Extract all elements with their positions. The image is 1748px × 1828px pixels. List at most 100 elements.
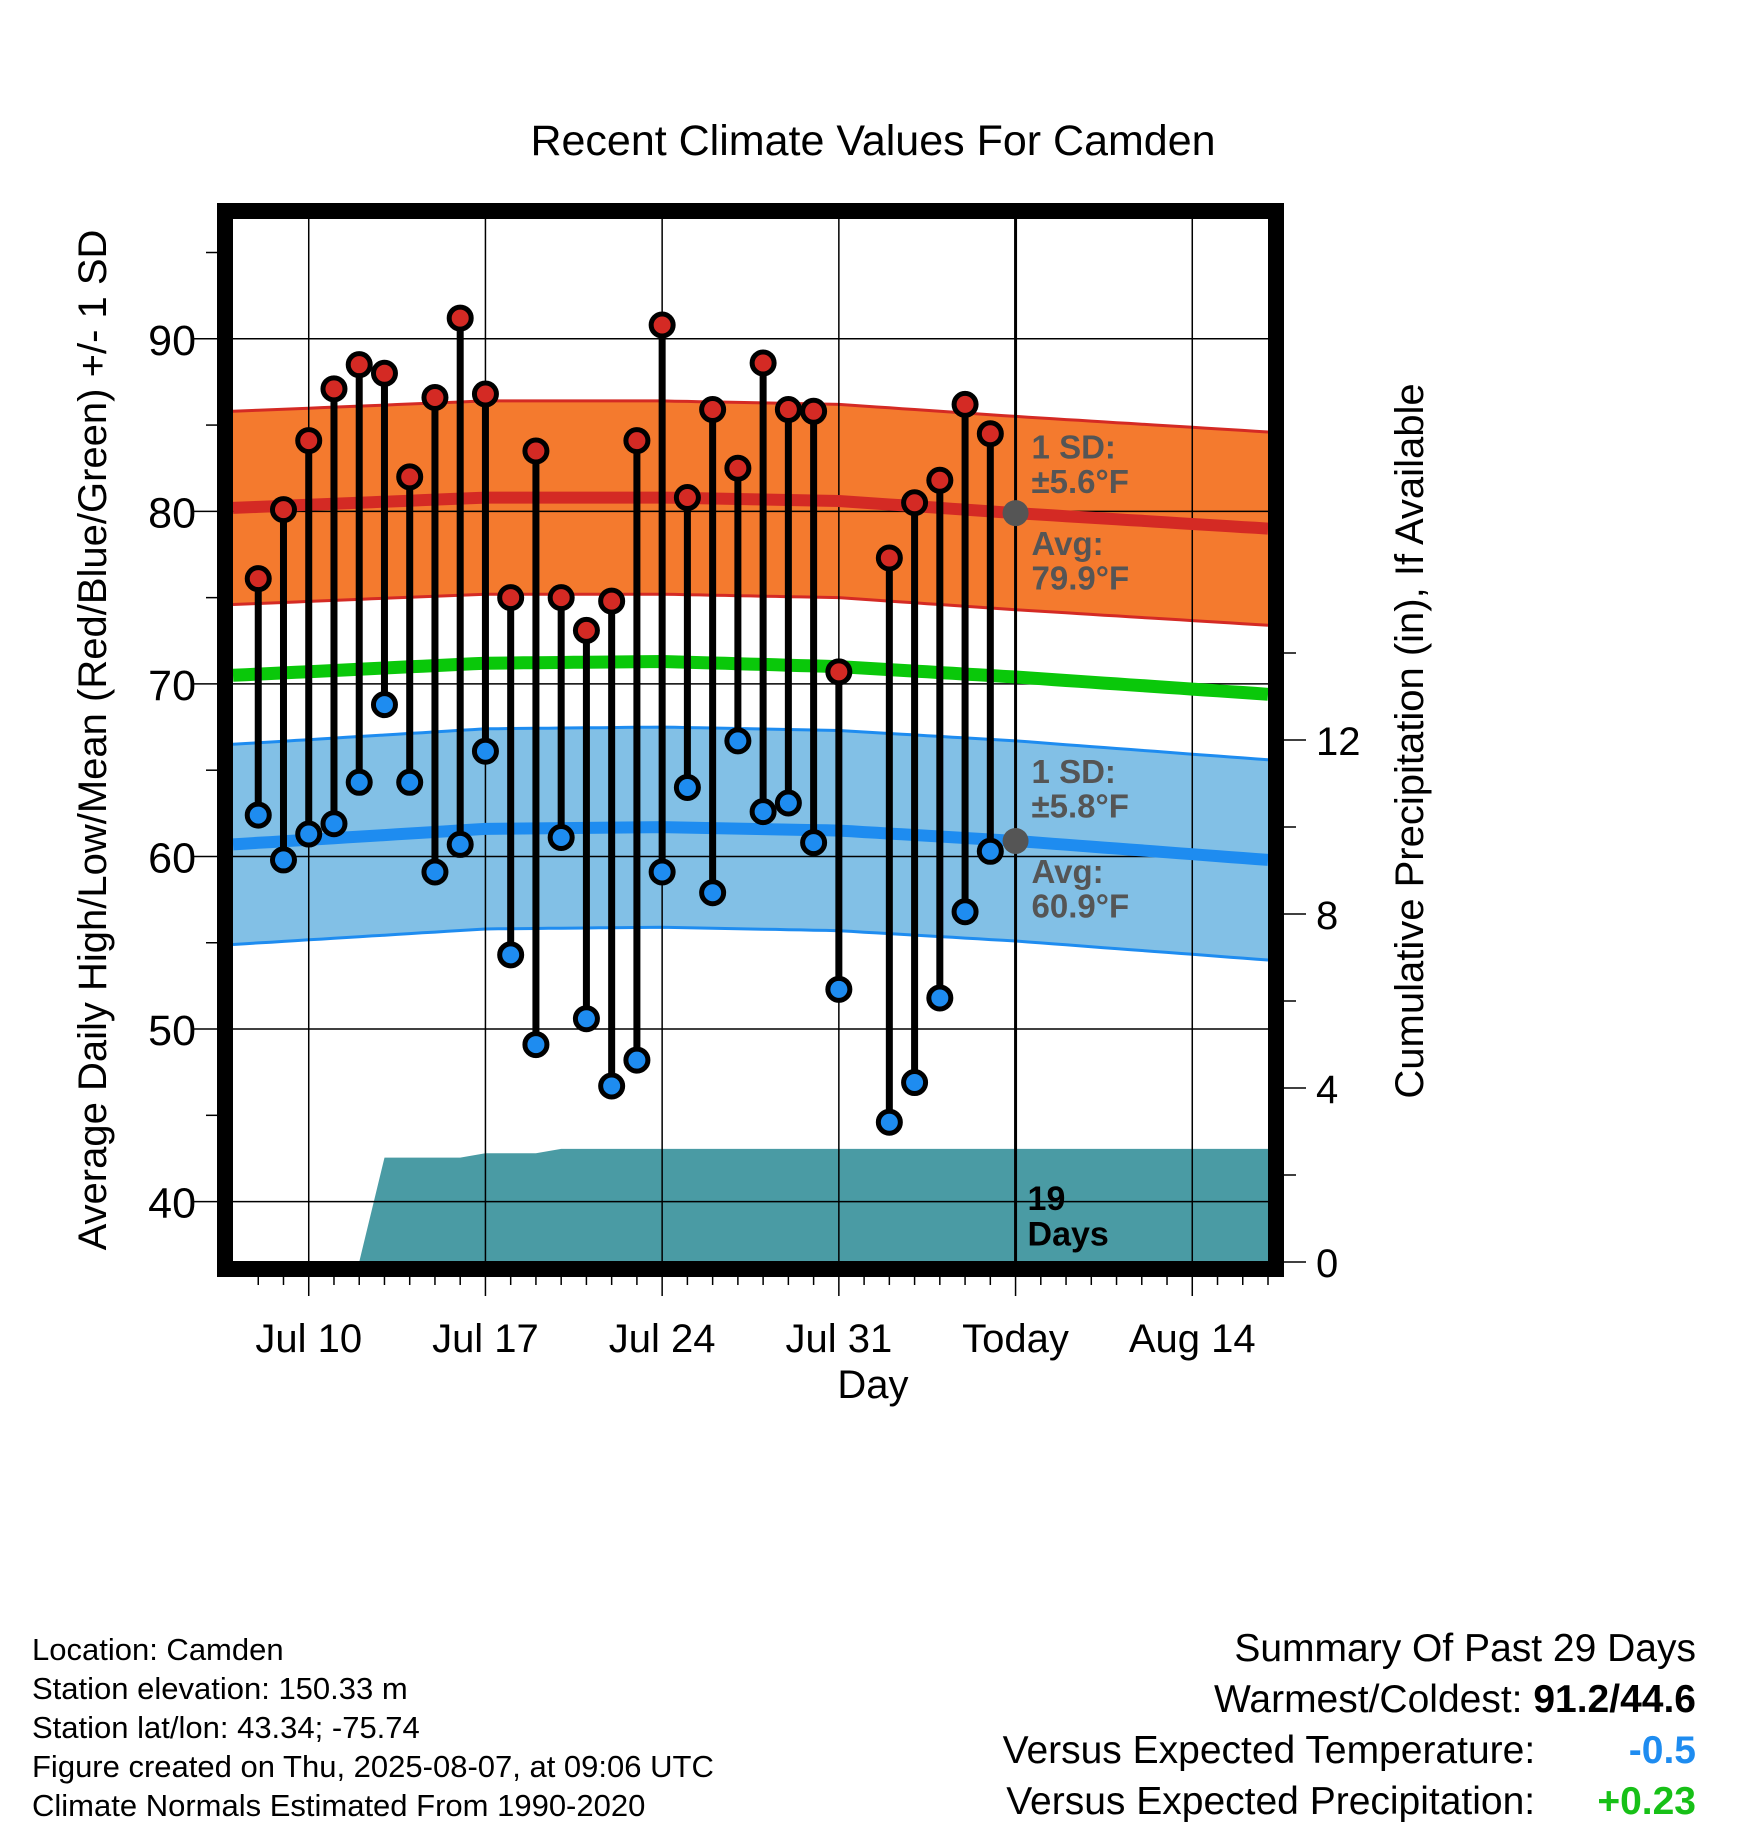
daily-observation <box>370 359 398 719</box>
days-annotation: 19 Days <box>1028 1180 1109 1254</box>
daily-high-dot <box>825 658 853 686</box>
daily-high-dot <box>446 304 474 332</box>
mean-normal-line <box>232 654 1269 701</box>
daily-low-dot <box>396 768 424 796</box>
daily-high-dot <box>320 375 348 403</box>
today-low-avg-marker <box>1002 827 1029 854</box>
daily-low-dot <box>471 737 499 765</box>
daily-high-dot <box>673 484 701 512</box>
daily-observation <box>673 484 701 801</box>
station-info: Location: Camden Station elevation: 150.… <box>32 1630 714 1825</box>
daily-high-dot <box>295 427 323 455</box>
daily-low-dot <box>446 830 474 858</box>
y2-tick-label: 8 <box>1316 894 1338 938</box>
y-tick-label: 50 <box>148 1007 196 1055</box>
days-annotation-line: Days <box>1028 1216 1109 1254</box>
normals-text: Climate Normals Estimated From 1990-2020 <box>32 1788 646 1823</box>
daily-high-dot <box>269 496 297 524</box>
daily-observation <box>699 396 727 907</box>
daily-high-dot <box>976 420 1004 448</box>
location-text: Location: Camden <box>32 1632 284 1667</box>
y-tick-label: 40 <box>148 1180 196 1228</box>
daily-observation <box>244 565 272 829</box>
daily-high-dot <box>471 380 499 408</box>
daily-low-dot <box>269 846 297 874</box>
daily-high-dot <box>547 584 575 612</box>
daily-observation <box>396 463 424 796</box>
daily-observation <box>724 454 752 755</box>
daily-low-dot <box>749 798 777 826</box>
x-tick-label: Aug 14 <box>1129 1317 1256 1361</box>
daily-low-dot <box>623 1046 651 1074</box>
low-avg-annotation-line: 60.9°F <box>1032 888 1130 925</box>
summary-warm-cold: Warmest/Coldest: 91.2/44.6 <box>1003 1674 1696 1725</box>
today-high-avg-marker <box>1002 500 1029 527</box>
daily-high-dot <box>623 427 651 455</box>
low-sd-band <box>233 727 1268 960</box>
x-tick-label: Jul 24 <box>609 1317 716 1361</box>
daily-high-dot <box>396 463 424 491</box>
daily-observation <box>901 489 929 1097</box>
plot-frame <box>217 203 1284 1277</box>
daily-low-dot <box>648 858 676 886</box>
daily-low-dot <box>673 773 701 801</box>
temp-label: Versus Expected Temperature: <box>1002 1729 1536 1772</box>
daily-high-dot <box>497 584 525 612</box>
daily-observation <box>320 375 348 838</box>
daily-observation <box>800 397 828 857</box>
x-tick-label: Jul 31 <box>785 1317 892 1361</box>
daily-high-dot <box>421 383 449 411</box>
x-axis-label: Day <box>837 1363 908 1407</box>
low-sd-upper-edge <box>232 725 1269 762</box>
high-sd-annotation-line: 1 SD: <box>1032 428 1116 465</box>
low-sd-annotation-line: 1 SD: <box>1032 753 1116 790</box>
elevation-text: Station elevation: 150.33 m <box>32 1671 408 1706</box>
daily-high-dot <box>951 390 979 418</box>
created-text: Figure created on Thu, 2025-08-07, at 09… <box>32 1749 714 1784</box>
daily-observation <box>547 584 575 851</box>
daily-high-dot <box>699 396 727 424</box>
daily-low-dot <box>572 1005 600 1033</box>
high-avg-annotation-line: Avg: <box>1032 525 1104 562</box>
daily-low-dot <box>497 941 525 969</box>
daily-high-dot <box>800 397 828 425</box>
days-annotation-line: 19 <box>1028 1180 1066 1218</box>
low-sd-lower-edge <box>232 925 1269 962</box>
daily-high-dot <box>724 454 752 482</box>
warm-cold-label: Warmest/Coldest: <box>1214 1678 1523 1721</box>
daily-high-dot <box>926 466 954 494</box>
daily-high-dot <box>522 437 550 465</box>
y-axis-label: Average Daily High/Low/Mean (Red/Blue/Gr… <box>71 230 115 1251</box>
daily-low-dot <box>244 801 272 829</box>
x-tick-label: Jul 10 <box>255 1317 362 1361</box>
daily-observation <box>421 383 449 886</box>
y-tick-label: 60 <box>148 834 196 882</box>
daily-low-dot <box>345 768 373 796</box>
daily-low-dot <box>320 810 348 838</box>
summary-precip: Versus Expected Precipitation: +0.23 <box>1003 1776 1696 1827</box>
daily-low-dot <box>598 1072 626 1100</box>
daily-low-dot <box>875 1108 903 1136</box>
high-normal-line <box>232 491 1269 535</box>
daily-observation <box>774 396 802 817</box>
daily-low-dot <box>370 691 398 719</box>
daily-low-dot <box>774 789 802 817</box>
daily-observation <box>345 351 373 796</box>
high-sd-lower-edge <box>232 592 1269 627</box>
daily-observation <box>598 587 626 1100</box>
low-normal-line <box>232 821 1269 866</box>
daily-low-dot <box>699 879 727 907</box>
daily-low-dot <box>951 898 979 926</box>
daily-high-dot <box>901 489 929 517</box>
daily-observation <box>471 380 499 765</box>
daily-low-dot <box>825 975 853 1003</box>
daily-high-dot <box>875 544 903 572</box>
precip-area <box>334 1148 1268 1262</box>
latlon-text: Station lat/lon: 43.34; -75.74 <box>32 1710 420 1745</box>
daily-low-dot <box>295 820 323 848</box>
x-tick-label: Today <box>962 1317 1069 1361</box>
daily-high-dot <box>648 311 676 339</box>
low-avg-annotation-line: Avg: <box>1032 853 1104 890</box>
daily-high-dot <box>749 349 777 377</box>
